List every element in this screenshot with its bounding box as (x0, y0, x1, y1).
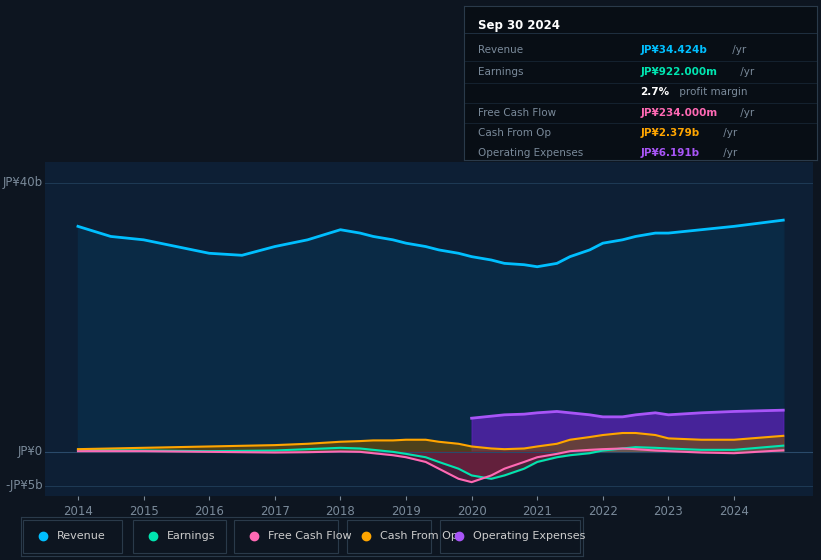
Text: JP¥234.000m: JP¥234.000m (640, 109, 718, 118)
Text: Revenue: Revenue (57, 531, 106, 542)
Text: Free Cash Flow: Free Cash Flow (268, 531, 351, 542)
Text: JP¥0: JP¥0 (18, 445, 43, 458)
Text: /yr: /yr (720, 148, 737, 158)
Text: JP¥922.000m: JP¥922.000m (640, 67, 718, 77)
Text: Operating Expenses: Operating Expenses (478, 148, 583, 158)
Text: Cash From Op: Cash From Op (478, 128, 551, 138)
Text: Earnings: Earnings (167, 531, 215, 542)
Text: Sep 30 2024: Sep 30 2024 (478, 20, 560, 32)
Text: JP¥34.424b: JP¥34.424b (640, 45, 707, 55)
Text: /yr: /yr (729, 45, 746, 55)
Text: profit margin: profit margin (676, 87, 747, 97)
Text: -JP¥5b: -JP¥5b (5, 479, 43, 492)
Text: Revenue: Revenue (478, 45, 523, 55)
Text: Earnings: Earnings (478, 67, 524, 77)
Text: 2.7%: 2.7% (640, 87, 669, 97)
Text: JP¥2.379b: JP¥2.379b (640, 128, 699, 138)
Text: /yr: /yr (737, 109, 754, 118)
Text: JP¥6.191b: JP¥6.191b (640, 148, 699, 158)
Text: Operating Expenses: Operating Expenses (473, 531, 585, 542)
Text: /yr: /yr (720, 128, 737, 138)
Text: /yr: /yr (737, 67, 754, 77)
Text: JP¥40b: JP¥40b (2, 176, 43, 189)
Text: Cash From Op: Cash From Op (380, 531, 458, 542)
Text: Free Cash Flow: Free Cash Flow (478, 109, 556, 118)
